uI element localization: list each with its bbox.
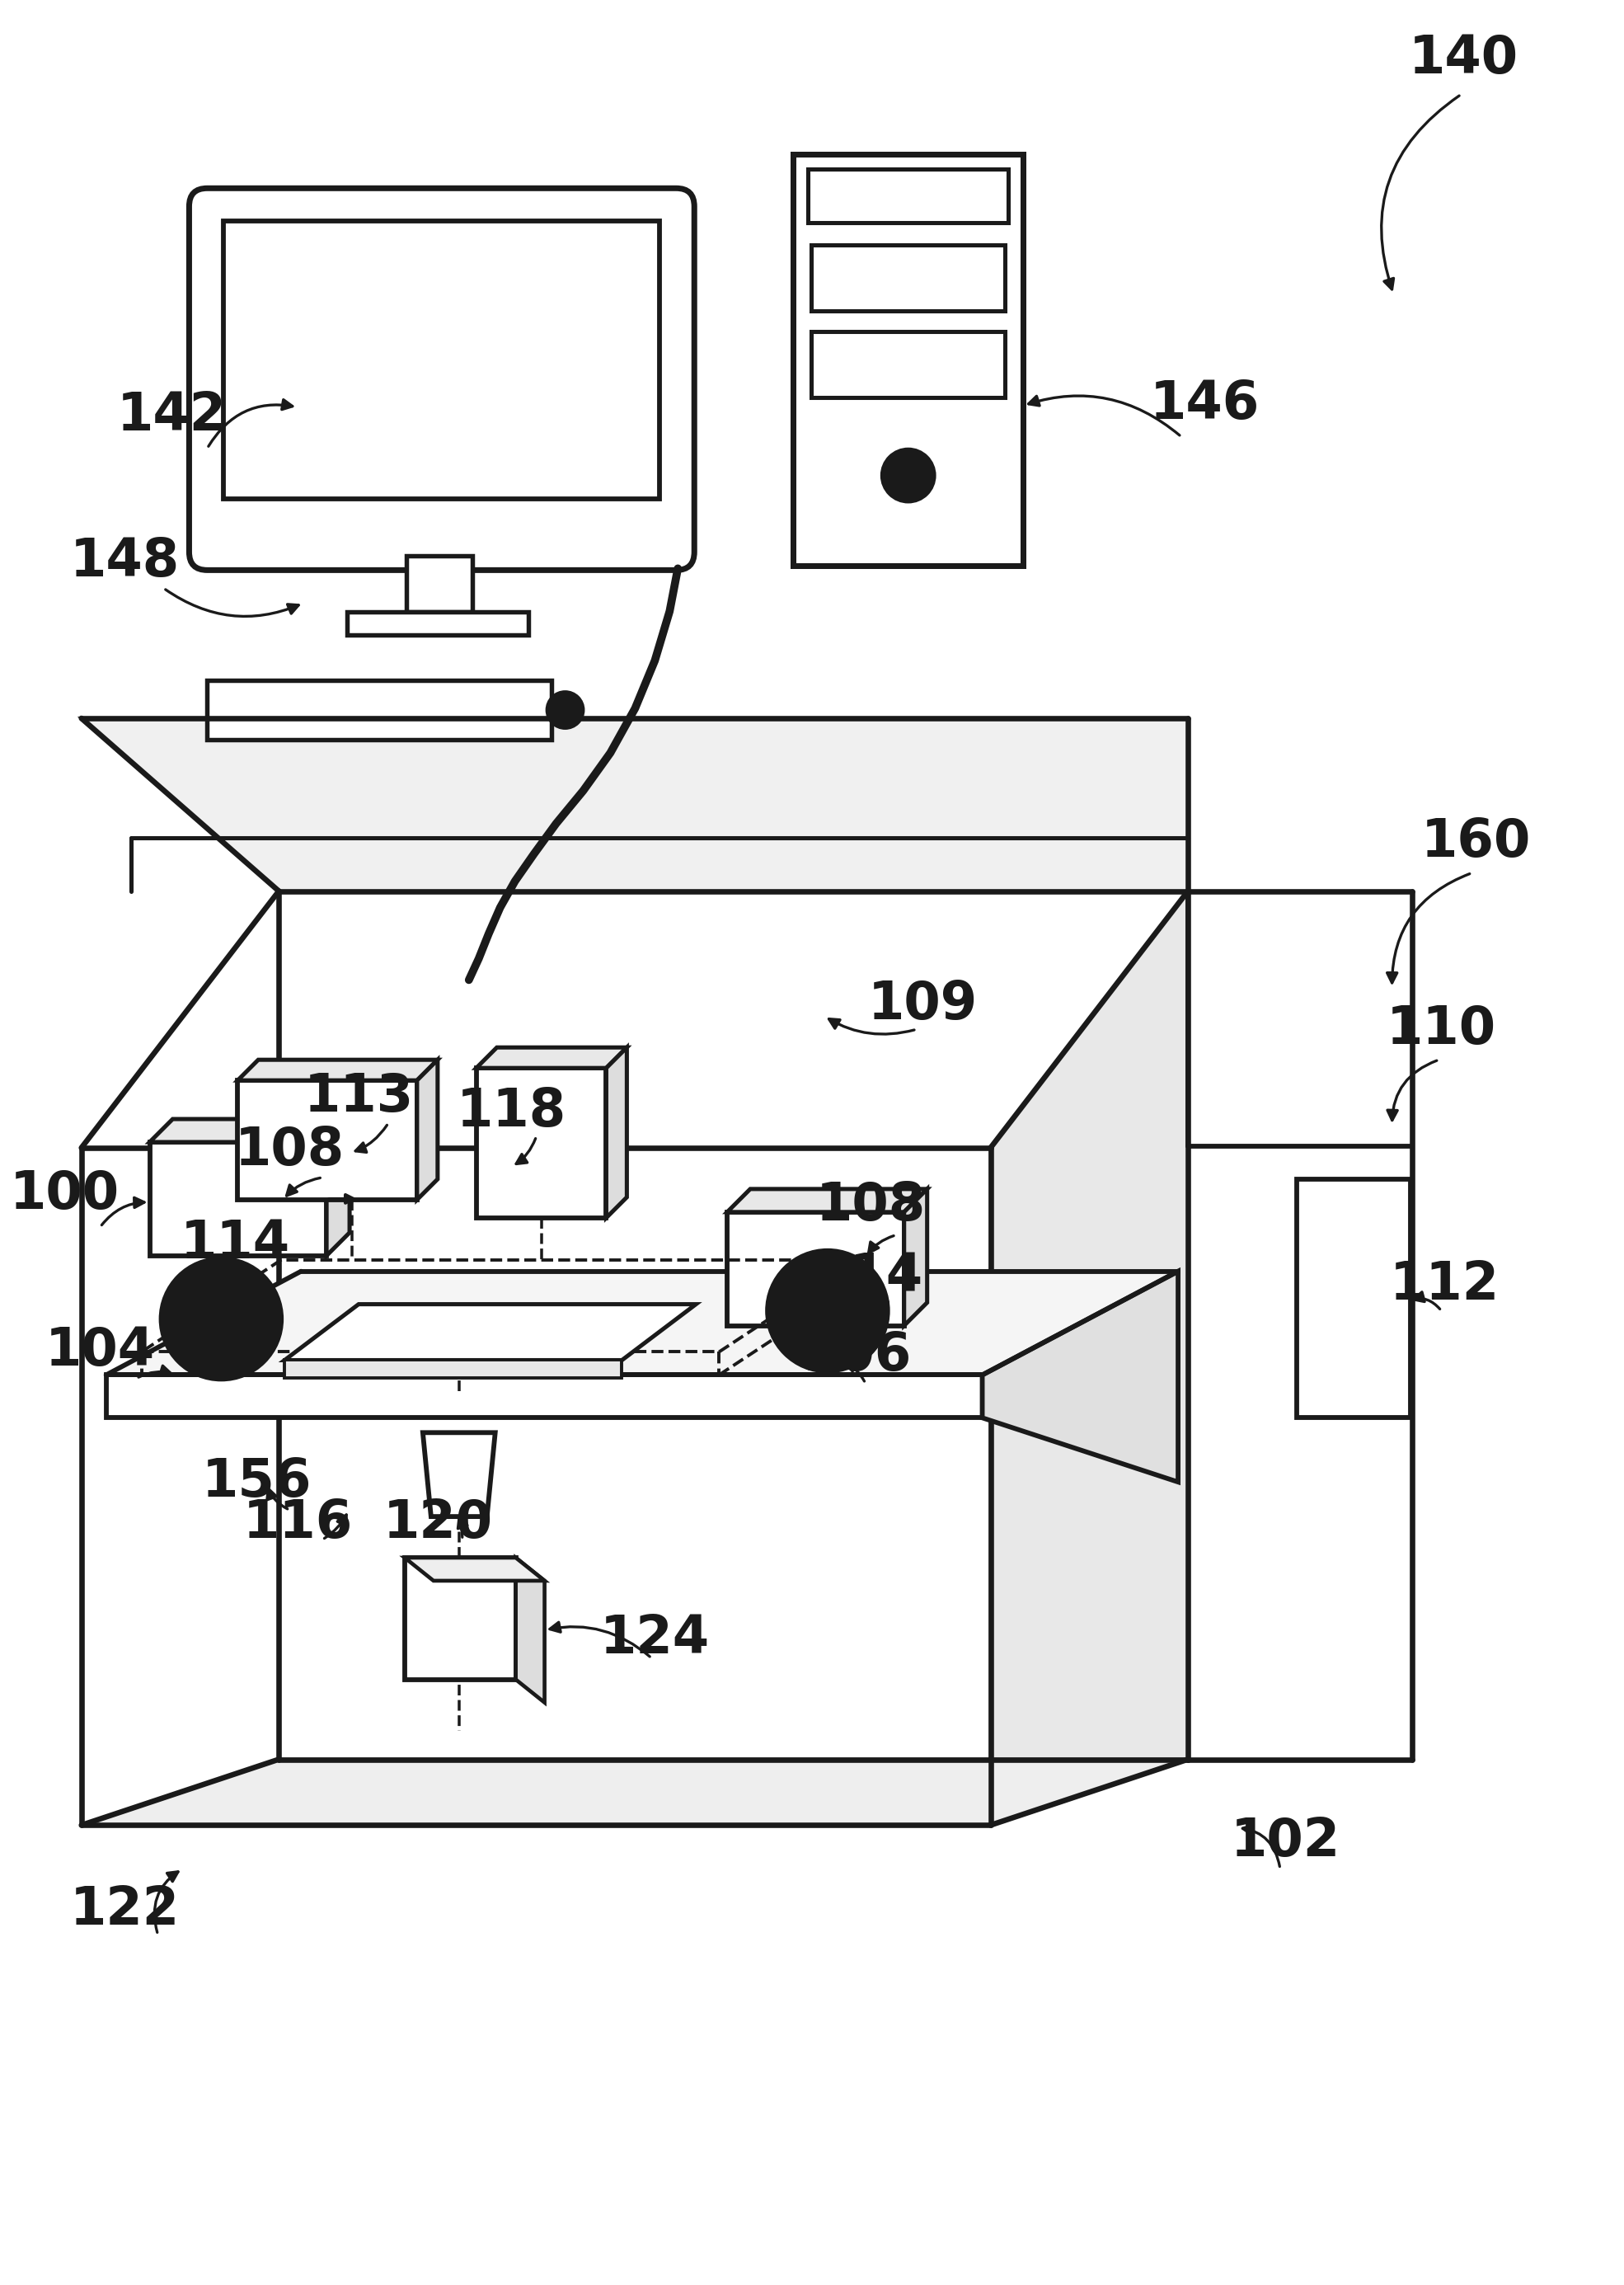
Text: 108: 108 xyxy=(234,1124,344,1177)
Text: 120: 120 xyxy=(383,1497,492,1549)
Polygon shape xyxy=(284,1360,622,1378)
Bar xyxy=(810,331,1005,398)
Bar xyxy=(807,169,1009,224)
Bar xyxy=(348,612,528,635)
Text: 148: 148 xyxy=(70,537,180,587)
Polygon shape xyxy=(237,1060,437,1081)
Text: 114: 114 xyxy=(180,1218,291,1268)
Text: 124: 124 xyxy=(599,1613,710,1663)
Polygon shape xyxy=(284,1305,697,1360)
Polygon shape xyxy=(326,1120,349,1257)
Polygon shape xyxy=(905,1188,927,1325)
Bar xyxy=(793,155,1023,567)
Bar xyxy=(728,1211,905,1325)
Text: 118: 118 xyxy=(456,1085,567,1138)
Polygon shape xyxy=(983,1270,1177,1483)
Bar xyxy=(404,1558,516,1679)
Polygon shape xyxy=(991,891,1187,1826)
Text: 114: 114 xyxy=(814,1250,924,1302)
Text: 108: 108 xyxy=(817,1179,926,1232)
Polygon shape xyxy=(81,717,1187,891)
Polygon shape xyxy=(476,1047,627,1067)
Polygon shape xyxy=(417,1060,437,1200)
Circle shape xyxy=(788,1270,867,1350)
Polygon shape xyxy=(149,1120,349,1142)
Text: 100: 100 xyxy=(10,1168,120,1220)
Text: 109: 109 xyxy=(869,978,978,1031)
Bar xyxy=(1296,1179,1410,1417)
Bar xyxy=(237,1081,417,1200)
Text: 116: 116 xyxy=(242,1497,352,1549)
Text: 122: 122 xyxy=(70,1885,180,1935)
Bar xyxy=(810,244,1005,311)
Text: 113: 113 xyxy=(304,1072,414,1122)
Text: 112: 112 xyxy=(1390,1259,1499,1309)
Text: 106: 106 xyxy=(802,1330,913,1382)
Polygon shape xyxy=(106,1376,983,1417)
Text: 160: 160 xyxy=(1421,816,1531,868)
Bar xyxy=(476,1067,606,1218)
Text: 146: 146 xyxy=(1150,379,1259,430)
Text: 102: 102 xyxy=(1229,1817,1340,1867)
Polygon shape xyxy=(728,1188,927,1211)
Polygon shape xyxy=(404,1558,544,1581)
Circle shape xyxy=(182,1280,261,1360)
Circle shape xyxy=(547,692,583,729)
Text: 140: 140 xyxy=(1408,32,1518,85)
Bar xyxy=(208,681,551,740)
Bar xyxy=(406,555,473,612)
Polygon shape xyxy=(606,1047,627,1218)
Text: 110: 110 xyxy=(1387,1003,1496,1056)
Circle shape xyxy=(768,1252,887,1371)
Polygon shape xyxy=(516,1558,544,1702)
FancyBboxPatch shape xyxy=(188,187,695,571)
Text: 104: 104 xyxy=(45,1325,156,1376)
Bar xyxy=(149,1142,326,1257)
Polygon shape xyxy=(106,1270,1177,1376)
Text: 142: 142 xyxy=(117,391,227,441)
Polygon shape xyxy=(81,1759,1187,1826)
Circle shape xyxy=(162,1259,281,1378)
Text: 156: 156 xyxy=(201,1456,312,1508)
Bar xyxy=(224,222,659,498)
Polygon shape xyxy=(422,1433,495,1517)
Circle shape xyxy=(882,450,934,503)
